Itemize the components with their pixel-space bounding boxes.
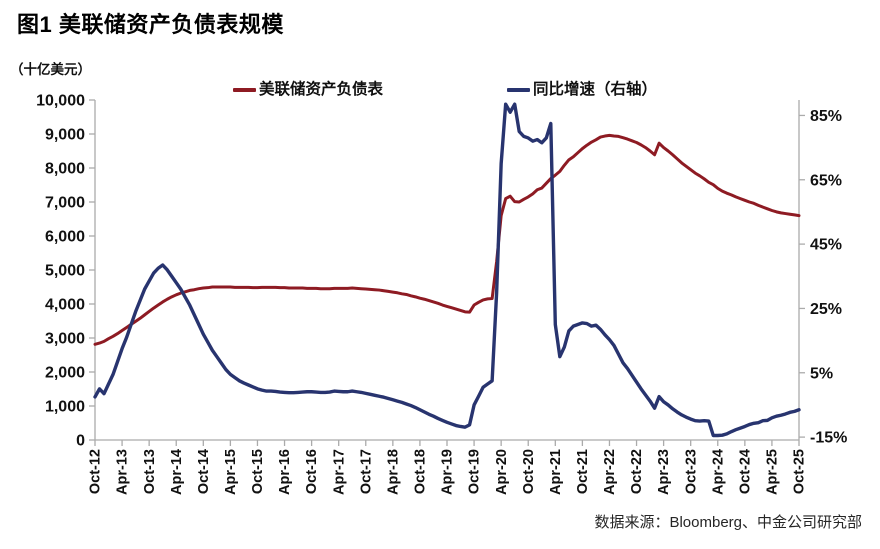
x-tick-label: Oct-17 — [358, 449, 374, 494]
y-right-tick-label: 25% — [810, 301, 842, 318]
x-tick-label: Apr-20 — [494, 449, 510, 495]
x-tick-label: Apr-14 — [169, 449, 185, 495]
y-left-tick-label: 8,000 — [45, 161, 85, 178]
x-tick-label: Apr-24 — [710, 449, 726, 495]
y-right-tick-label: 5% — [810, 365, 833, 382]
x-tick-label: Apr-23 — [656, 449, 672, 495]
x-tick-label: Apr-25 — [765, 449, 781, 495]
y-right-tick-label: 85% — [810, 108, 842, 125]
data-source-note: 数据来源：Bloomberg、中金公司研究部 — [594, 514, 862, 531]
x-tick-label: Oct-16 — [304, 449, 320, 494]
left-axis-unit-label: （十亿美元） — [10, 62, 91, 77]
y-right-tick-label: -15% — [810, 430, 847, 447]
y-left-tick-label: 0 — [76, 433, 85, 450]
x-tick-label: Oct-19 — [467, 449, 483, 494]
x-tick-label: Oct-13 — [142, 449, 158, 494]
legend-item-yoy-growth: 同比增速（右轴） — [507, 81, 657, 99]
legend-swatch-red-line — [233, 88, 256, 92]
legend-label-yoy-growth: 同比增速（右轴） — [533, 81, 658, 98]
y-left-tick-label: 7,000 — [45, 195, 85, 212]
x-tick-label: Oct-20 — [521, 449, 537, 494]
x-tick-label: Apr-17 — [331, 449, 347, 495]
y-left-tick-label: 3,000 — [45, 331, 85, 348]
x-tick-label: Apr-19 — [440, 449, 456, 495]
x-tick-label: Apr-18 — [385, 449, 401, 495]
y-right-tick-label: 65% — [810, 172, 842, 189]
x-tick-label: Oct-15 — [250, 449, 266, 494]
legend-swatch-blue-line — [507, 88, 530, 92]
yoy-growth-line — [93, 102, 801, 438]
x-tick-label: Oct-21 — [575, 449, 591, 494]
y-left-tick-label: 6,000 — [45, 229, 85, 246]
x-tick-label: Oct-14 — [196, 449, 212, 494]
y-left-tick-label: 10,000 — [36, 93, 85, 110]
y-left-tick-label: 1,000 — [45, 399, 85, 416]
legend-item-balance-sheet: 美联储资产负债表 — [233, 81, 383, 99]
y-left-tick-label: 2,000 — [45, 365, 85, 382]
y-left-tick-label: 4,000 — [45, 297, 85, 314]
x-tick-label: Apr-16 — [277, 449, 293, 495]
legend-label-balance-sheet: 美联储资产负债表 — [259, 81, 384, 98]
y-right-tick-label: 45% — [810, 237, 842, 254]
x-tick-label: Apr-13 — [115, 449, 131, 495]
x-tick-label: Oct-18 — [413, 449, 429, 494]
x-tick-label: Apr-15 — [223, 449, 239, 495]
chart-legend: 美联储资产负债表 同比增速（右轴） — [0, 81, 880, 99]
page-title: 图1 美联储资产负债表规模 — [17, 12, 284, 37]
x-tick-label: Oct-22 — [629, 449, 645, 494]
x-tick-label: Oct-23 — [683, 449, 699, 494]
y-left-tick-label: 5,000 — [45, 263, 85, 280]
x-tick-label: Oct-12 — [88, 449, 104, 494]
y-left-tick-label: 9,000 — [45, 127, 85, 144]
balance-sheet-line — [93, 133, 801, 346]
x-tick-label: Oct-24 — [737, 449, 753, 494]
x-tick-label: Apr-21 — [548, 449, 564, 495]
x-tick-label: Apr-22 — [602, 449, 618, 495]
x-tick-label: Oct-25 — [792, 449, 808, 494]
